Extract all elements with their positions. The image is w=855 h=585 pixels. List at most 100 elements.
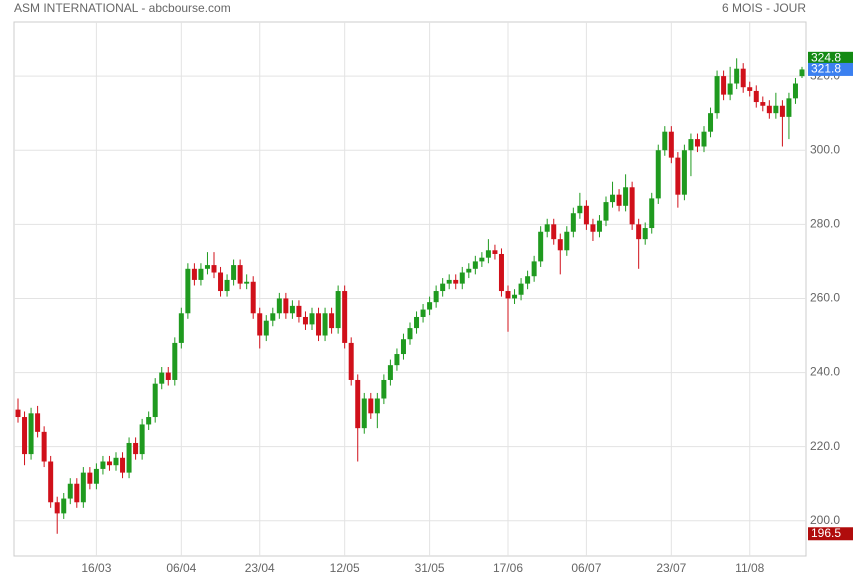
price-label: 196.5 [811, 526, 841, 540]
candle-body [54, 502, 60, 514]
x-tick-label: 31/05 [415, 561, 445, 575]
candle-body [799, 69, 805, 77]
candle-body [61, 498, 67, 514]
candle-body [636, 224, 642, 240]
candle-body [296, 305, 302, 317]
candle-body [629, 187, 635, 225]
candle-body [126, 442, 132, 473]
price-label: 321.8 [811, 62, 841, 76]
candle-body [231, 265, 237, 280]
candle-body [342, 291, 348, 343]
candle-body [74, 483, 80, 503]
candle-body [335, 291, 341, 329]
candle-body [740, 68, 746, 88]
candle-body [440, 283, 446, 292]
candle-body [374, 398, 380, 414]
candle-body [714, 76, 720, 114]
price-badge [808, 51, 853, 65]
chart-title: ASM INTERNATIONAL - abcbourse.com [14, 1, 231, 15]
x-tick-label: 06/07 [571, 561, 601, 575]
candle-body [662, 131, 668, 151]
candle-body [152, 383, 158, 418]
candle-body [596, 220, 602, 232]
candle-body [708, 113, 714, 132]
candle-body [106, 461, 112, 466]
price-badge [808, 62, 853, 76]
candle-body [41, 431, 47, 462]
y-tick-label: 220.0 [810, 439, 840, 453]
candle-body [316, 313, 322, 336]
y-tick-label: 280.0 [810, 217, 840, 231]
candle-body [35, 413, 41, 432]
candle-body [283, 298, 289, 314]
candle-body [355, 379, 361, 429]
candle-body [400, 339, 406, 355]
candle-body [257, 313, 263, 336]
x-tick-label: 23/07 [656, 561, 686, 575]
candle-body [237, 265, 243, 284]
candle-body [498, 253, 504, 292]
candle-body [544, 224, 550, 232]
candle-body [15, 409, 21, 418]
candle-body [302, 316, 308, 325]
candle-body [329, 313, 335, 329]
candle-body [525, 276, 531, 284]
candle-body [753, 90, 759, 103]
y-tick-label: 260.0 [810, 291, 840, 305]
y-tick-label: 200.0 [810, 513, 840, 527]
candle-body [420, 309, 426, 317]
candle-body [270, 313, 276, 321]
candle-body [165, 372, 171, 380]
x-tick-label: 11/08 [735, 561, 764, 575]
candle-body [616, 194, 622, 206]
candle-body [93, 468, 99, 484]
candle-body [446, 279, 452, 284]
candle-body [407, 328, 413, 340]
candle-body [590, 224, 596, 232]
candle-body [414, 316, 420, 329]
candle-body [250, 281, 256, 314]
candle-body [721, 76, 727, 95]
candle-body [727, 83, 733, 95]
candle-body [734, 68, 740, 84]
candle-body [244, 281, 250, 284]
candle-body [263, 320, 269, 336]
candle-body [779, 105, 785, 117]
candle-body [603, 202, 609, 221]
candle-body [191, 268, 197, 280]
chart-subtitle: 6 MOIS - JOUR [722, 1, 806, 15]
candle-body [453, 279, 459, 284]
candle-body [289, 305, 295, 314]
candle-body [218, 272, 224, 292]
candle-body [492, 250, 498, 254]
x-tick-label: 23/04 [245, 561, 275, 575]
candle-body [610, 194, 616, 203]
x-tick-label: 16/03 [81, 561, 111, 575]
candle-body [172, 342, 178, 380]
candle-body [87, 472, 93, 484]
candle-body [361, 398, 367, 429]
candle-body [479, 257, 485, 262]
candle-body [459, 272, 465, 284]
candle-body [570, 213, 576, 232]
x-tick-label: 12/05 [330, 561, 360, 575]
candle-body [773, 105, 779, 114]
candle-body [649, 198, 655, 229]
price-label: 324.8 [811, 50, 841, 64]
candle-body [747, 87, 753, 91]
candle-body [198, 268, 204, 280]
candle-body [792, 83, 798, 99]
candle-body [146, 417, 152, 425]
candle-body [701, 131, 707, 147]
candle-body [538, 231, 544, 262]
candle-body [505, 291, 511, 299]
candle-body [322, 313, 328, 336]
candle-body [113, 457, 119, 466]
candle-body [512, 294, 518, 299]
candle-body [100, 461, 106, 469]
candle-body [472, 261, 478, 269]
candle-body [394, 354, 400, 366]
price-badge [808, 527, 853, 541]
candle-body [557, 239, 563, 251]
